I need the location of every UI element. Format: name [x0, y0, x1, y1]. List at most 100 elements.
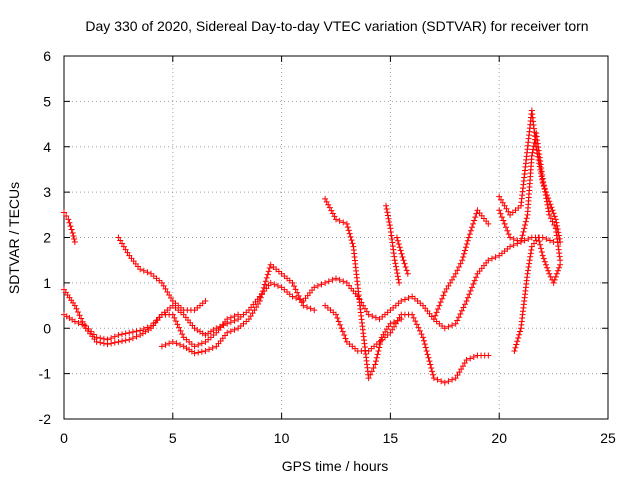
data-point [466, 291, 473, 298]
series-track-k [496, 130, 564, 264]
data-point [504, 227, 511, 234]
data-point [541, 186, 548, 193]
data-point [69, 229, 76, 236]
data-point [395, 276, 402, 283]
data-point [398, 250, 405, 257]
data-point [318, 281, 325, 288]
data-point [445, 323, 452, 330]
data-point [426, 358, 433, 365]
data-point [392, 260, 399, 267]
data-point [554, 226, 561, 233]
x-axis-label: GPS time / hours [282, 458, 389, 474]
data-point [133, 328, 140, 335]
data-point [518, 235, 525, 242]
data-point [343, 220, 350, 227]
data-point [553, 219, 560, 226]
data-point [528, 152, 535, 159]
data-point [265, 268, 272, 275]
data-point [527, 253, 534, 260]
data-point [372, 361, 379, 368]
data-point [333, 311, 339, 318]
data-point [394, 317, 401, 324]
data-point [458, 366, 465, 373]
data-point [552, 273, 559, 280]
data-point [550, 279, 557, 286]
data-point [372, 358, 379, 365]
data-point [259, 288, 266, 295]
data-point [108, 335, 115, 342]
data-point [74, 309, 81, 316]
data-point [300, 302, 307, 309]
data-point [514, 237, 521, 244]
data-point [314, 282, 321, 289]
data-point [122, 246, 129, 253]
series-track-a [61, 234, 557, 343]
series-track-b [61, 209, 78, 246]
data-point [527, 250, 534, 257]
data-point [462, 244, 469, 251]
data-point [427, 361, 434, 368]
data-point [377, 337, 384, 344]
data-point [129, 335, 136, 342]
data-point [537, 245, 544, 252]
data-point [171, 314, 178, 321]
data-point [540, 183, 547, 190]
data-point [492, 254, 499, 261]
data-point [531, 240, 538, 247]
data-point [547, 201, 554, 208]
data-point [392, 263, 399, 270]
data-point [162, 285, 169, 292]
data-point [510, 242, 517, 249]
x-tick-label: 20 [491, 430, 507, 446]
data-point [543, 236, 550, 243]
data-point [172, 318, 179, 325]
data-point [344, 224, 351, 231]
data-point [421, 341, 428, 348]
data-point [550, 239, 557, 246]
x-tick-label: 25 [600, 430, 616, 446]
data-point [528, 243, 535, 250]
data-point [517, 239, 524, 246]
data-point [206, 346, 213, 353]
data-point [505, 208, 512, 215]
data-point [119, 338, 126, 345]
data-point [551, 276, 558, 283]
data-point [67, 223, 74, 230]
data-point [418, 331, 425, 338]
data-point [396, 314, 403, 321]
data-point [536, 163, 543, 170]
data-point [195, 349, 202, 356]
data-point [413, 321, 420, 328]
data-point [322, 195, 329, 202]
series-track-g [322, 302, 492, 386]
data-point [177, 327, 184, 334]
data-point [535, 156, 542, 163]
series-track-e [158, 261, 318, 357]
data-point [403, 267, 410, 274]
data-point [464, 294, 471, 301]
data-point [441, 325, 448, 332]
data-point [369, 313, 376, 320]
data-point [115, 338, 122, 345]
data-point [111, 333, 118, 340]
data-point [224, 316, 231, 323]
data-point [76, 312, 83, 319]
data-point [176, 324, 183, 331]
data-point [247, 313, 254, 320]
data-point [464, 237, 471, 244]
data-point [535, 234, 542, 241]
data-point [454, 317, 461, 324]
data-point [449, 322, 456, 329]
data-point [465, 234, 472, 241]
data-point [524, 270, 531, 277]
data-point [547, 273, 554, 280]
data-point [546, 211, 553, 218]
data-point [81, 322, 88, 329]
data-point [537, 241, 544, 248]
data-point [373, 354, 380, 361]
data-point [536, 160, 543, 167]
data-point [467, 355, 474, 362]
data-point [65, 216, 72, 223]
data-point [227, 314, 234, 321]
